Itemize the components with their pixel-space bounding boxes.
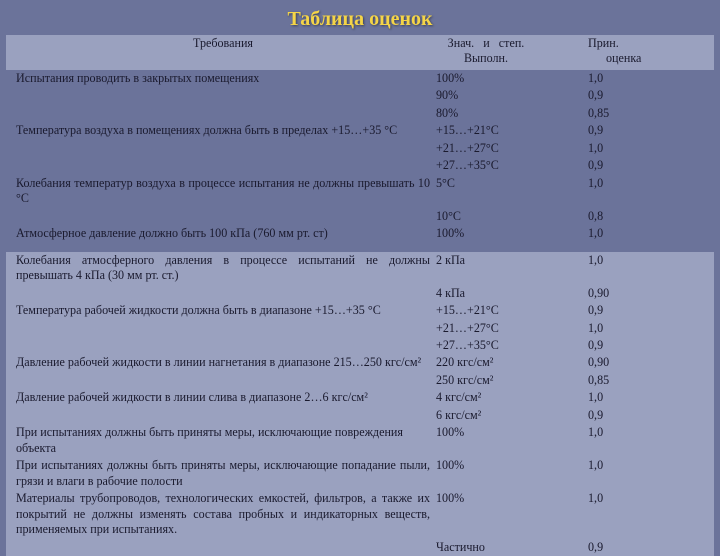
table-row: Частично 0,9 <box>6 539 714 556</box>
value-cell: +27…+35°С <box>434 337 538 354</box>
requirement-cell <box>6 87 434 104</box>
rating-cell: 0,9 <box>586 157 658 174</box>
table-row: Колебания атмосферного давления в процес… <box>6 252 714 285</box>
value-cell: 4 кПа <box>434 285 538 302</box>
header-rating: Прин. оценка <box>586 35 658 68</box>
table-row: Давление рабочей жидкости в линии нагнет… <box>6 354 714 371</box>
requirement-cell <box>6 285 434 302</box>
requirement-cell: При испытаниях должны быть приняты меры,… <box>6 457 434 490</box>
ratings-table: Требования Знач. и степ. Выполн. Прин. о… <box>0 35 720 556</box>
rating-cell: 0,85 <box>586 105 658 122</box>
requirement-cell <box>6 208 434 225</box>
table-row: 80% 0,85 <box>6 105 714 122</box>
header-step <box>538 35 586 68</box>
requirement-cell <box>6 105 434 122</box>
rating-cell: 0,9 <box>586 539 658 556</box>
table-row: 6 кгс/см² 0,9 <box>6 407 714 424</box>
value-cell: 100% <box>434 70 538 87</box>
table-row: 10°С 0,8 <box>6 208 714 225</box>
table-row: +21…+27°С 1,0 <box>6 320 714 337</box>
table-row: 90% 0,9 <box>6 87 714 104</box>
table-row: +27…+35°С 0,9 <box>6 157 714 174</box>
requirement-cell: При испытаниях должны быть приняты меры,… <box>6 424 434 457</box>
rating-cell: 1,0 <box>586 252 658 285</box>
requirement-cell: Колебания атмосферного давления в процес… <box>6 252 434 285</box>
requirement-cell: Колебания температур воздуха в процессе … <box>6 175 434 208</box>
requirement-cell <box>6 320 434 337</box>
value-cell: +21…+27°С <box>434 140 538 157</box>
rating-cell: 1,0 <box>586 225 658 242</box>
rating-cell: 0,9 <box>586 337 658 354</box>
table-row: Атмосферное давление должно быть 100 кПа… <box>6 225 714 242</box>
value-cell: 5°С <box>434 175 538 208</box>
value-cell: +27…+35°С <box>434 157 538 174</box>
value-cell: 2 кПа <box>434 252 538 285</box>
value-cell: 250 кгс/см² <box>434 372 538 389</box>
requirement-cell <box>6 407 434 424</box>
table-row: 250 кгс/см² 0,85 <box>6 372 714 389</box>
rating-cell: 1,0 <box>586 70 658 87</box>
table-row: Температура рабочей жидкости должна быть… <box>6 302 714 319</box>
rating-cell: 1,0 <box>586 457 658 490</box>
table-row: Температура воздуха в помещениях должна … <box>6 122 714 139</box>
requirement-cell: Давление рабочей жидкости в линии нагнет… <box>6 354 434 371</box>
table-row: При испытаниях должны быть приняты меры,… <box>6 424 714 457</box>
value-cell: 100% <box>434 457 538 490</box>
requirement-cell: Атмосферное давление должно быть 100 кПа… <box>6 225 434 242</box>
value-cell: +21…+27°С <box>434 320 538 337</box>
requirement-cell <box>6 372 434 389</box>
requirement-cell: Материалы трубопроводов, технологических… <box>6 490 434 538</box>
header-value: Знач. и степ. Выполн. <box>434 35 538 68</box>
table-row: Испытания проводить в закрытых помещения… <box>6 70 714 87</box>
value-cell: 10°С <box>434 208 538 225</box>
header-requirements: Требования <box>6 35 434 68</box>
table-row: Давление рабочей жидкости в линии слива … <box>6 389 714 406</box>
table-row: +21…+27°С 1,0 <box>6 140 714 157</box>
rating-cell: 1,0 <box>586 490 658 538</box>
requirement-cell: Испытания проводить в закрытых помещения… <box>6 70 434 87</box>
requirement-cell <box>6 157 434 174</box>
value-cell: 100% <box>434 490 538 538</box>
rating-cell: 1,0 <box>586 175 658 208</box>
rating-cell: 1,0 <box>586 424 658 457</box>
requirement-cell: Температура рабочей жидкости должна быть… <box>6 302 434 319</box>
value-cell: +15…+21°С <box>434 122 538 139</box>
value-cell: +15…+21°С <box>434 302 538 319</box>
value-cell: 100% <box>434 424 538 457</box>
table-row: 4 кПа 0,90 <box>6 285 714 302</box>
value-cell: 220 кгс/см² <box>434 354 538 371</box>
value-cell: 6 кгс/см² <box>434 407 538 424</box>
page-title: Таблица оценок <box>0 0 720 35</box>
requirement-cell <box>6 140 434 157</box>
requirement-cell: Температура воздуха в помещениях должна … <box>6 122 434 139</box>
table-header-row: Требования Знач. и степ. Выполн. Прин. о… <box>6 35 714 70</box>
requirement-cell <box>6 337 434 354</box>
value-cell: 90% <box>434 87 538 104</box>
rating-cell: 1,0 <box>586 140 658 157</box>
rating-cell: 0,9 <box>586 122 658 139</box>
table-row: Колебания температур воздуха в процессе … <box>6 175 714 208</box>
value-cell: Частично <box>434 539 538 556</box>
value-cell: 100% <box>434 225 538 242</box>
table-row: +27…+35°С 0,9 <box>6 337 714 354</box>
rating-cell: 1,0 <box>586 320 658 337</box>
rating-cell: 0,9 <box>586 302 658 319</box>
requirement-cell: Давление рабочей жидкости в линии слива … <box>6 389 434 406</box>
table-row: При испытаниях должны быть приняты меры,… <box>6 457 714 490</box>
value-cell: 80% <box>434 105 538 122</box>
rating-cell: 0,85 <box>586 372 658 389</box>
rating-cell: 0,90 <box>586 354 658 371</box>
group-separator <box>6 243 714 252</box>
rating-cell: 0,9 <box>586 407 658 424</box>
value-cell: 4 кгс/см² <box>434 389 538 406</box>
rating-cell: 0,9 <box>586 87 658 104</box>
rating-cell: 0,8 <box>586 208 658 225</box>
rating-cell: 1,0 <box>586 389 658 406</box>
rating-cell: 0,90 <box>586 285 658 302</box>
table-row: Материалы трубопроводов, технологических… <box>6 490 714 538</box>
requirement-cell <box>6 539 434 556</box>
